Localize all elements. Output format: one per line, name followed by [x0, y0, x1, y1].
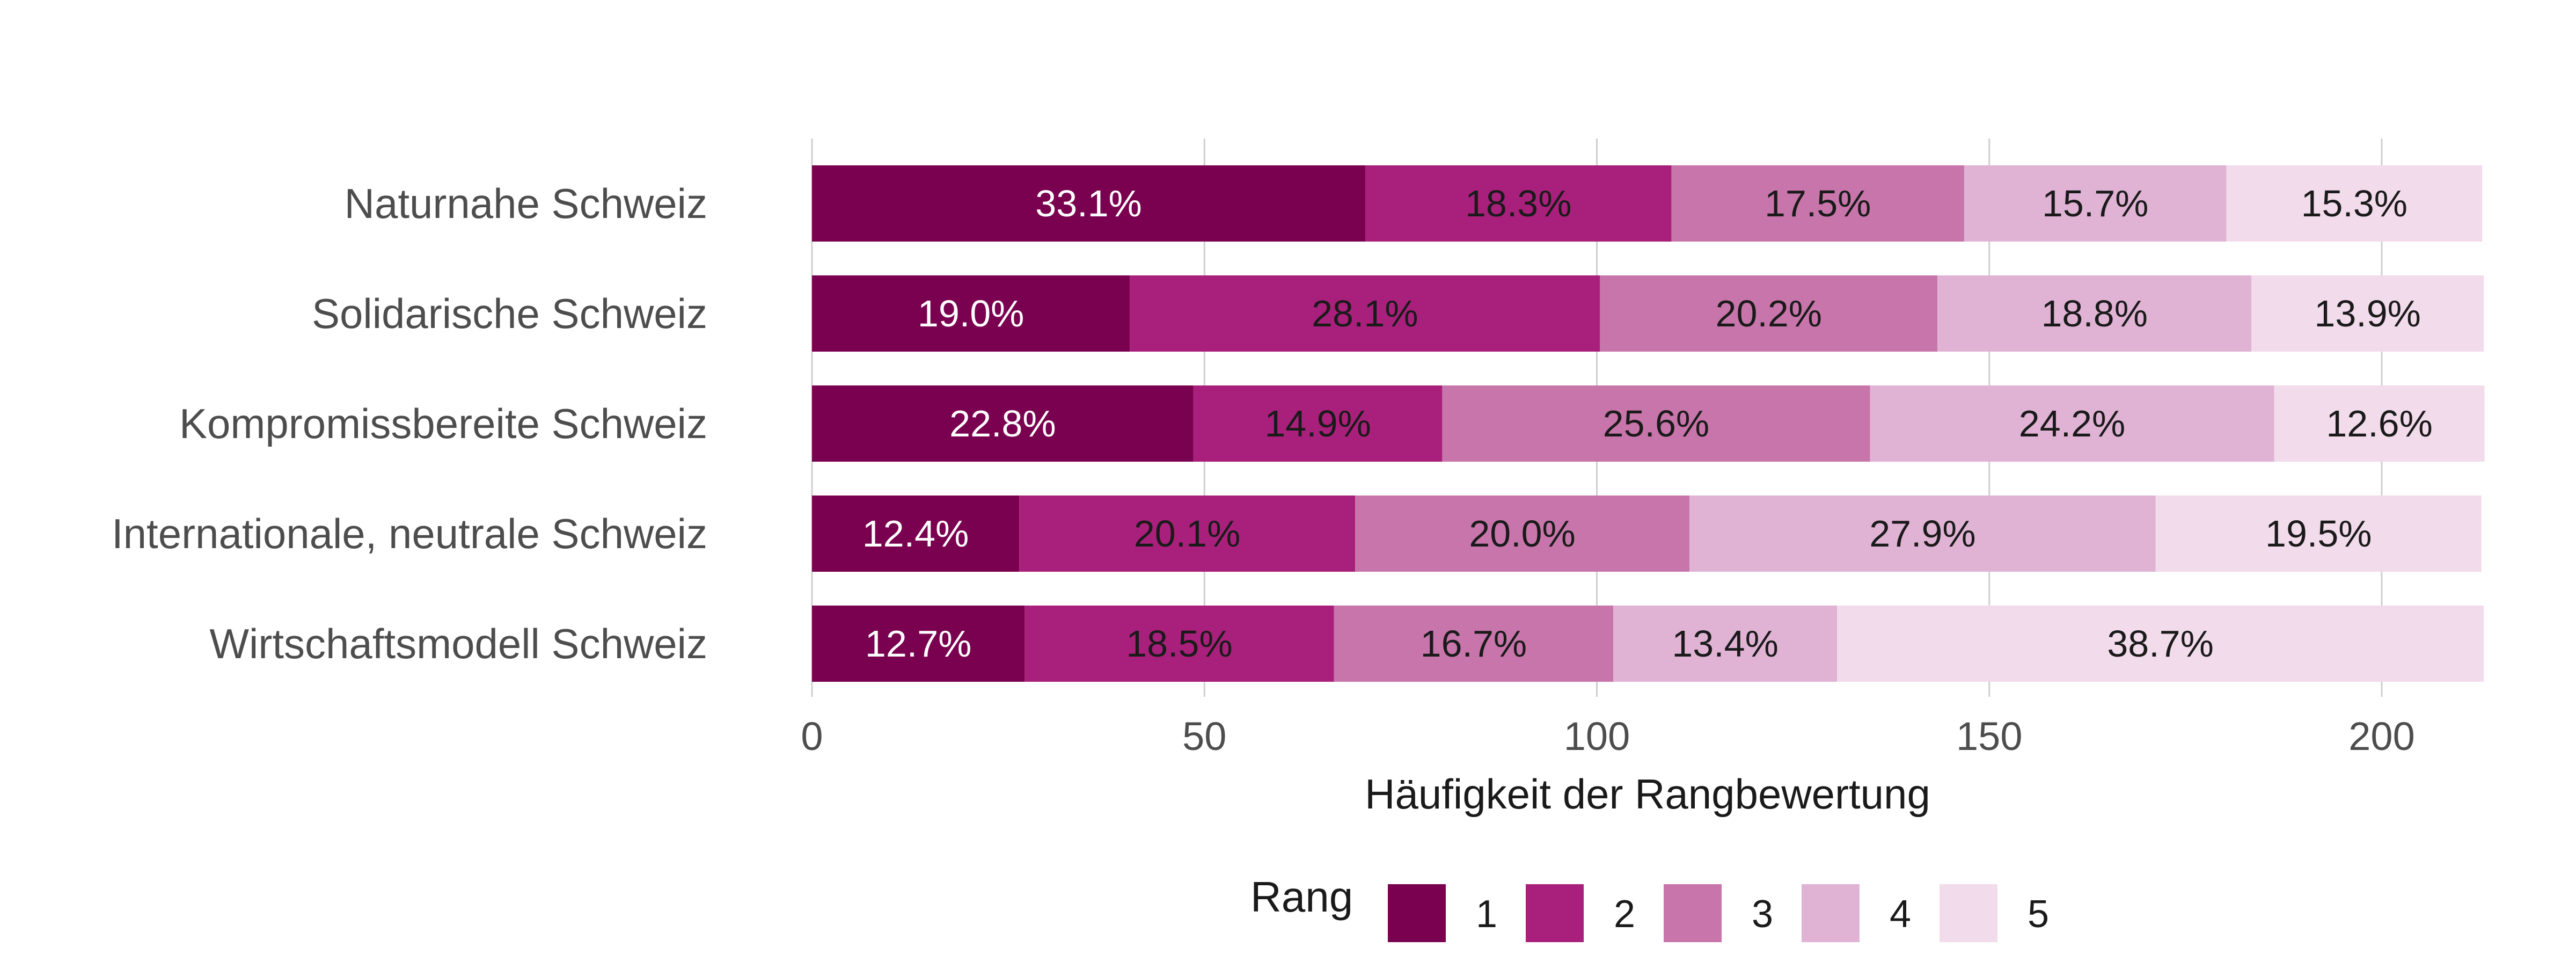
bar-value-label: 20.0% [1469, 513, 1575, 555]
y-category-label: Internationale, neutrale Schweiz [112, 510, 707, 557]
bar-segment-rang-3 [1355, 496, 1690, 572]
bar-segment-rang-4 [1613, 606, 1838, 682]
bar-value-label: 18.3% [1465, 183, 1571, 224]
bar-segment-rang-3 [1334, 606, 1614, 682]
legend: Rang 1 2 3 4 5 [1250, 873, 2049, 942]
bar-value-label: 33.1% [1035, 183, 1141, 224]
legend-entry-label: 5 [2028, 893, 2049, 936]
bar-labels: 33.1% 18.3% 17.5% 15.7% 15.3% 19.0% 28.1% 20.2%… [862, 183, 2433, 665]
bar-segment-rang-4 [1870, 385, 2274, 462]
bar-segment-rang-2 [1024, 606, 1334, 682]
bar-segment-rang-1 [812, 606, 1025, 682]
y-axis-category-labels: Naturnahe Schweiz Solidarische Schweiz Kom… [112, 180, 707, 667]
bar-segment-rang-5 [2251, 275, 2484, 352]
legend-entry-label: 3 [1752, 893, 1773, 936]
bar-segment-rang-1 [812, 165, 1366, 242]
bar-value-label: 16.7% [1421, 623, 1527, 665]
bar-value-label: 20.2% [1716, 293, 1822, 334]
legend-title: Rang [1250, 873, 1353, 921]
bar-segment-rang-4 [1964, 165, 2227, 242]
bar-segment-rang-4 [1937, 275, 2252, 352]
x-tick-label: 150 [1956, 714, 2022, 759]
bar-value-label: 18.8% [2041, 293, 2147, 334]
bar-segment-rang-5 [2226, 165, 2483, 242]
bar-value-label: 12.7% [865, 623, 971, 665]
bar-value-label: 15.7% [2042, 183, 2148, 224]
legend-key-rang-5 [1940, 884, 1997, 942]
bar-value-label: 24.2% [2019, 403, 2125, 445]
bar-segment-rang-5 [2155, 496, 2482, 572]
bar-segment-rang-3 [1671, 165, 1964, 242]
bar-value-label: 19.5% [2265, 513, 2372, 555]
bar-segment-rang-1 [812, 275, 1130, 352]
bar-segment-rang-3 [1442, 385, 1870, 462]
bar-value-label: 13.4% [1672, 623, 1778, 665]
y-category-label: Solidarische Schweiz [312, 290, 707, 337]
bar-value-label: 17.5% [1765, 183, 1871, 224]
bar-value-label: 15.3% [2301, 183, 2407, 224]
bar-segment-rang-4 [1689, 496, 2156, 572]
x-axis-label: Häufigkeit der Rangbewertung [1365, 770, 1930, 818]
bar-value-label: 22.8% [949, 403, 1056, 445]
y-category-label: Wirtschaftsmodell Schweiz [209, 620, 707, 667]
bar-segment-rang-2 [1130, 275, 1600, 352]
legend-entry-label: 1 [1476, 893, 1497, 936]
legend-key-rang-4 [1802, 884, 1860, 942]
legend-key-rang-2 [1526, 884, 1584, 942]
bar-value-label: 12.6% [2326, 403, 2432, 445]
y-category-label: Kompromissbereite Schweiz [179, 400, 707, 447]
y-category-label: Naturnahe Schweiz [345, 180, 707, 227]
bar-segment-rang-5 [2274, 385, 2485, 462]
bar-segment-rang-1 [812, 496, 1020, 572]
bar-value-label: 19.0% [918, 293, 1024, 334]
bar-segment-rang-2 [1193, 385, 1443, 462]
bar-segment-rang-3 [1600, 275, 1938, 352]
bar-segment-rang-2 [1365, 165, 1672, 242]
bar-segment-rang-1 [812, 385, 1194, 462]
x-tick-label: 200 [2348, 714, 2414, 759]
bar-value-label: 20.1% [1134, 513, 1240, 555]
bar-value-label: 27.9% [1869, 513, 1975, 555]
bar-value-label: 14.9% [1264, 403, 1371, 445]
x-tick-label: 50 [1182, 714, 1226, 759]
bars [812, 165, 2485, 682]
bar-value-label: 28.1% [1312, 293, 1418, 334]
legend-key-rang-1 [1388, 884, 1446, 942]
bar-value-label: 18.5% [1126, 623, 1232, 665]
bar-segment-rang-5 [1837, 606, 2484, 682]
legend-entry-label: 4 [1890, 893, 1911, 936]
x-tick-label: 100 [1564, 714, 1630, 759]
legend-key-rang-3 [1664, 884, 1722, 942]
bar-value-label: 12.4% [862, 513, 969, 555]
x-axis-tick-labels: 0 50 100 150 200 [801, 714, 2414, 759]
bar-segment-rang-2 [1019, 496, 1356, 572]
legend-entry-label: 2 [1614, 893, 1635, 936]
bar-value-label: 13.9% [2314, 293, 2420, 334]
bar-value-label: 38.7% [2107, 623, 2213, 665]
bar-value-label: 25.6% [1603, 403, 1709, 445]
x-tick-label: 0 [801, 714, 823, 759]
